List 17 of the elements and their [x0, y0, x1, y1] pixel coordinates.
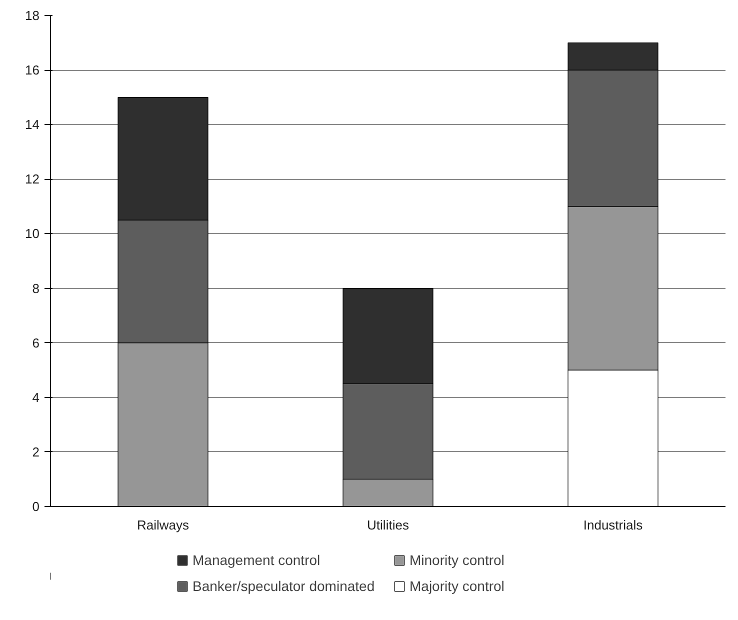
legend-label: Management control — [192, 552, 322, 568]
y-tick-label: 8 — [32, 280, 40, 296]
y-tick-label: 12 — [25, 172, 40, 187]
x-tick-label: Railways — [136, 518, 190, 532]
x-tick-label: Industrials — [583, 518, 644, 532]
y-tick-label: 6 — [32, 335, 40, 350]
legend-label: Minority control — [410, 552, 506, 568]
y-tick-label: 10 — [25, 226, 40, 242]
legend-label: Banker/speculator dominated — [192, 578, 376, 594]
legend-label: Majority control — [410, 578, 506, 594]
y-tick-label: 16 — [25, 62, 40, 78]
y-tick-label: 0 — [32, 499, 40, 514]
x-tick-label: Utilities — [367, 518, 410, 532]
y-tick-label: 4 — [32, 390, 40, 405]
y-tick-label: 18 — [25, 8, 40, 23]
y-tick-label: 14 — [25, 117, 40, 132]
y-tick-label: 2 — [32, 444, 40, 460]
